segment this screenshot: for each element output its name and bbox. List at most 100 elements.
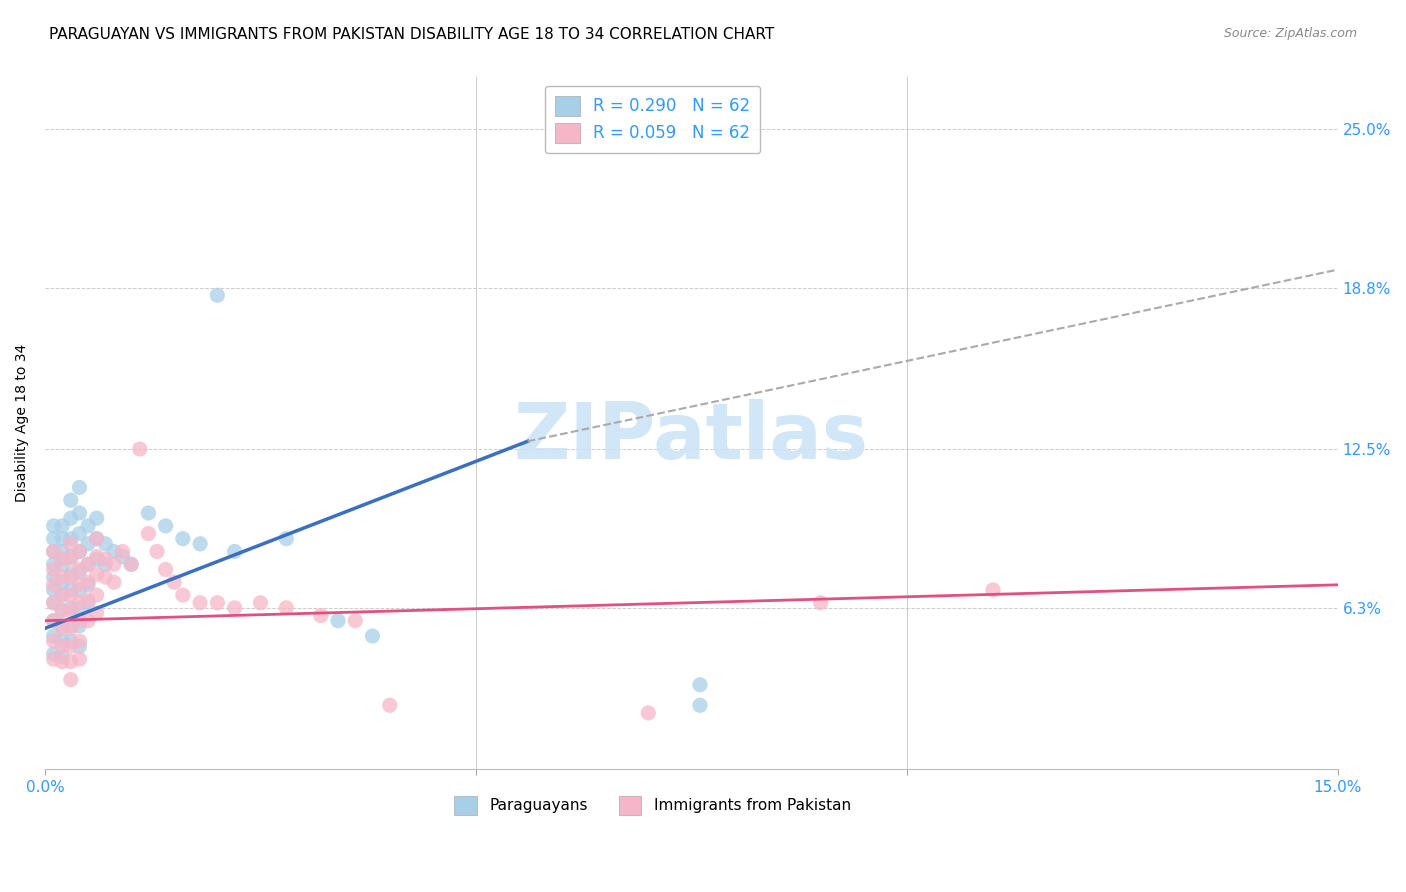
Point	[51, 621, 73, 635]
Point	[59, 582, 82, 597]
Point	[42, 647, 65, 661]
Point	[111, 549, 134, 564]
Point	[42, 532, 65, 546]
Text: PARAGUAYAN VS IMMIGRANTS FROM PAKISTAN DISABILITY AGE 18 TO 34 CORRELATION CHART: PARAGUAYAN VS IMMIGRANTS FROM PAKISTAN D…	[49, 27, 775, 42]
Point	[188, 537, 211, 551]
Point	[69, 652, 91, 666]
Point	[276, 532, 298, 546]
Point	[59, 619, 82, 633]
Point	[42, 596, 65, 610]
Point	[69, 640, 91, 654]
Point	[51, 603, 73, 617]
Text: Source: ZipAtlas.com: Source: ZipAtlas.com	[1223, 27, 1357, 40]
Point	[637, 706, 659, 720]
Point	[51, 588, 73, 602]
Point	[42, 578, 65, 592]
Point	[77, 578, 100, 592]
Point	[188, 596, 211, 610]
Point	[51, 649, 73, 664]
Point	[42, 614, 65, 628]
Point	[59, 570, 82, 584]
Point	[276, 600, 298, 615]
Point	[42, 544, 65, 558]
Point	[224, 600, 246, 615]
Point	[111, 544, 134, 558]
Point	[42, 582, 65, 597]
Point	[103, 558, 125, 572]
Point	[981, 582, 1004, 597]
Point	[86, 567, 108, 582]
Point	[120, 558, 142, 572]
Point	[207, 596, 229, 610]
Point	[59, 532, 82, 546]
Point	[224, 544, 246, 558]
Point	[138, 526, 160, 541]
Point	[94, 537, 117, 551]
Point	[51, 655, 73, 669]
Point	[77, 596, 100, 610]
Point	[59, 600, 82, 615]
Point	[207, 288, 229, 302]
Point	[51, 570, 73, 584]
Point	[42, 629, 65, 643]
Point	[69, 562, 91, 576]
Point	[69, 578, 91, 592]
Point	[326, 614, 349, 628]
Point	[42, 570, 65, 584]
Point	[77, 519, 100, 533]
Point	[361, 629, 384, 643]
Point	[51, 619, 73, 633]
Point	[86, 552, 108, 566]
Point	[42, 634, 65, 648]
Point	[59, 640, 82, 654]
Point	[86, 532, 108, 546]
Point	[59, 511, 82, 525]
Point	[103, 575, 125, 590]
Point	[59, 549, 82, 564]
Point	[59, 552, 82, 566]
Point	[69, 582, 91, 597]
Point	[689, 698, 711, 713]
Point	[155, 519, 177, 533]
Point	[59, 603, 82, 617]
Point	[59, 673, 82, 687]
Point	[172, 532, 194, 546]
Point	[59, 621, 82, 635]
Point	[42, 519, 65, 533]
Point	[128, 442, 150, 456]
Point	[344, 614, 367, 628]
Point	[155, 562, 177, 576]
Point	[69, 480, 91, 494]
Point	[69, 506, 91, 520]
Point	[51, 552, 73, 566]
Point	[94, 552, 117, 566]
Point	[59, 588, 82, 602]
Point	[69, 544, 91, 558]
Point	[69, 600, 91, 615]
Point	[146, 544, 169, 558]
Point	[42, 614, 65, 628]
Point	[69, 526, 91, 541]
Point	[69, 634, 91, 648]
Point	[103, 544, 125, 558]
Point	[69, 565, 91, 579]
Point	[69, 614, 91, 628]
Point	[59, 634, 82, 648]
Point	[69, 619, 91, 633]
Point	[59, 567, 82, 582]
Point	[69, 544, 91, 558]
Point	[77, 593, 100, 607]
Point	[172, 588, 194, 602]
Point	[51, 588, 73, 602]
Point	[77, 614, 100, 628]
Point	[69, 596, 91, 610]
Point	[51, 558, 73, 572]
Point	[94, 558, 117, 572]
Point	[86, 532, 108, 546]
Point	[59, 493, 82, 508]
Point	[689, 678, 711, 692]
Y-axis label: Disability Age 18 to 34: Disability Age 18 to 34	[15, 344, 30, 502]
Point	[138, 506, 160, 520]
Text: ZIPatlas: ZIPatlas	[513, 400, 869, 475]
Point	[77, 558, 100, 572]
